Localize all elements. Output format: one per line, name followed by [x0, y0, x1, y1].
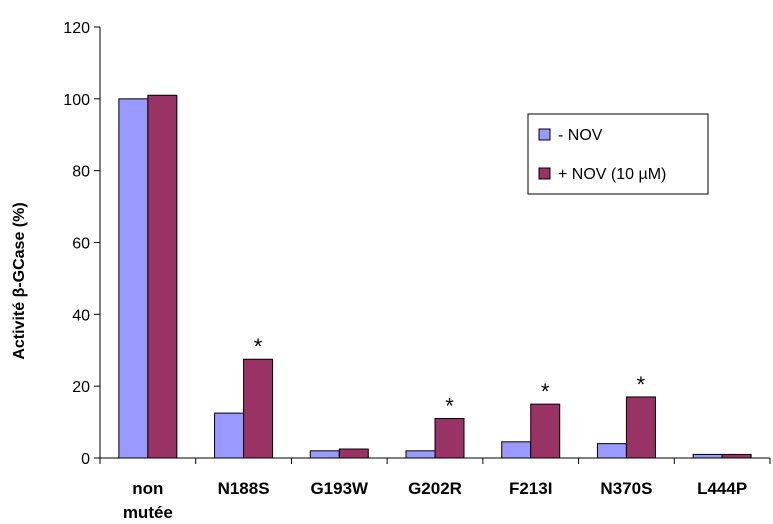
y-tick-label: 60 — [72, 236, 90, 253]
bar-minus-nov — [692, 453, 723, 459]
significance-star: * — [254, 334, 263, 359]
legend-label-plus-nov: + NOV (10 µM) — [558, 166, 666, 183]
y-axis: 0 20 40 60 80 100 120 — [63, 20, 101, 468]
bars — [118, 94, 752, 459]
bar-minus-nov — [118, 98, 149, 459]
y-tick-label: 0 — [81, 451, 90, 468]
bar-plus-nov — [434, 417, 465, 459]
legend-box — [527, 113, 709, 195]
bar-minus-nov — [501, 441, 532, 459]
y-tick-label: 20 — [72, 379, 90, 396]
y-axis-title: Activité β-GCase (%) — [11, 202, 28, 359]
bar-plus-nov — [530, 403, 561, 459]
x-tick-label: G202R — [408, 479, 462, 498]
x-tick-label: L444P — [697, 479, 747, 498]
x-axis: non mutée N188S G193W G202R F213I N370S L444P — [99, 457, 771, 522]
y-tick-label: 80 — [72, 164, 90, 181]
bar-minus-nov — [309, 450, 340, 459]
x-tick-label: non mutée — [123, 479, 173, 522]
bar-minus-nov — [596, 443, 627, 459]
y-tick-label: 120 — [63, 20, 90, 37]
bar-plus-nov — [721, 453, 752, 459]
significance-star: * — [637, 372, 646, 397]
significance-markers: * * * * — [254, 334, 646, 418]
x-tick-label: N370S — [600, 479, 652, 498]
bar-minus-nov — [405, 450, 436, 459]
legend-label-minus-nov: - NOV — [558, 127, 603, 144]
x-tick-label: N188S — [218, 479, 270, 498]
y-tick-label: 100 — [63, 92, 90, 109]
bar-minus-nov — [214, 412, 245, 459]
y-tick-label: 40 — [72, 307, 90, 324]
legend: - NOV + NOV (10 µM) — [527, 113, 709, 195]
x-tick-label: F213I — [509, 479, 552, 498]
x-tick-label: G193W — [310, 479, 369, 498]
bar-plus-nov — [147, 94, 178, 459]
legend-swatch-minus-nov — [538, 128, 551, 141]
bar-plus-nov — [625, 396, 656, 459]
significance-star: * — [541, 379, 550, 404]
significance-star: * — [445, 393, 454, 418]
bar-plus-nov — [338, 448, 369, 459]
bar-plus-nov — [243, 358, 274, 459]
legend-swatch-plus-nov — [538, 167, 551, 180]
